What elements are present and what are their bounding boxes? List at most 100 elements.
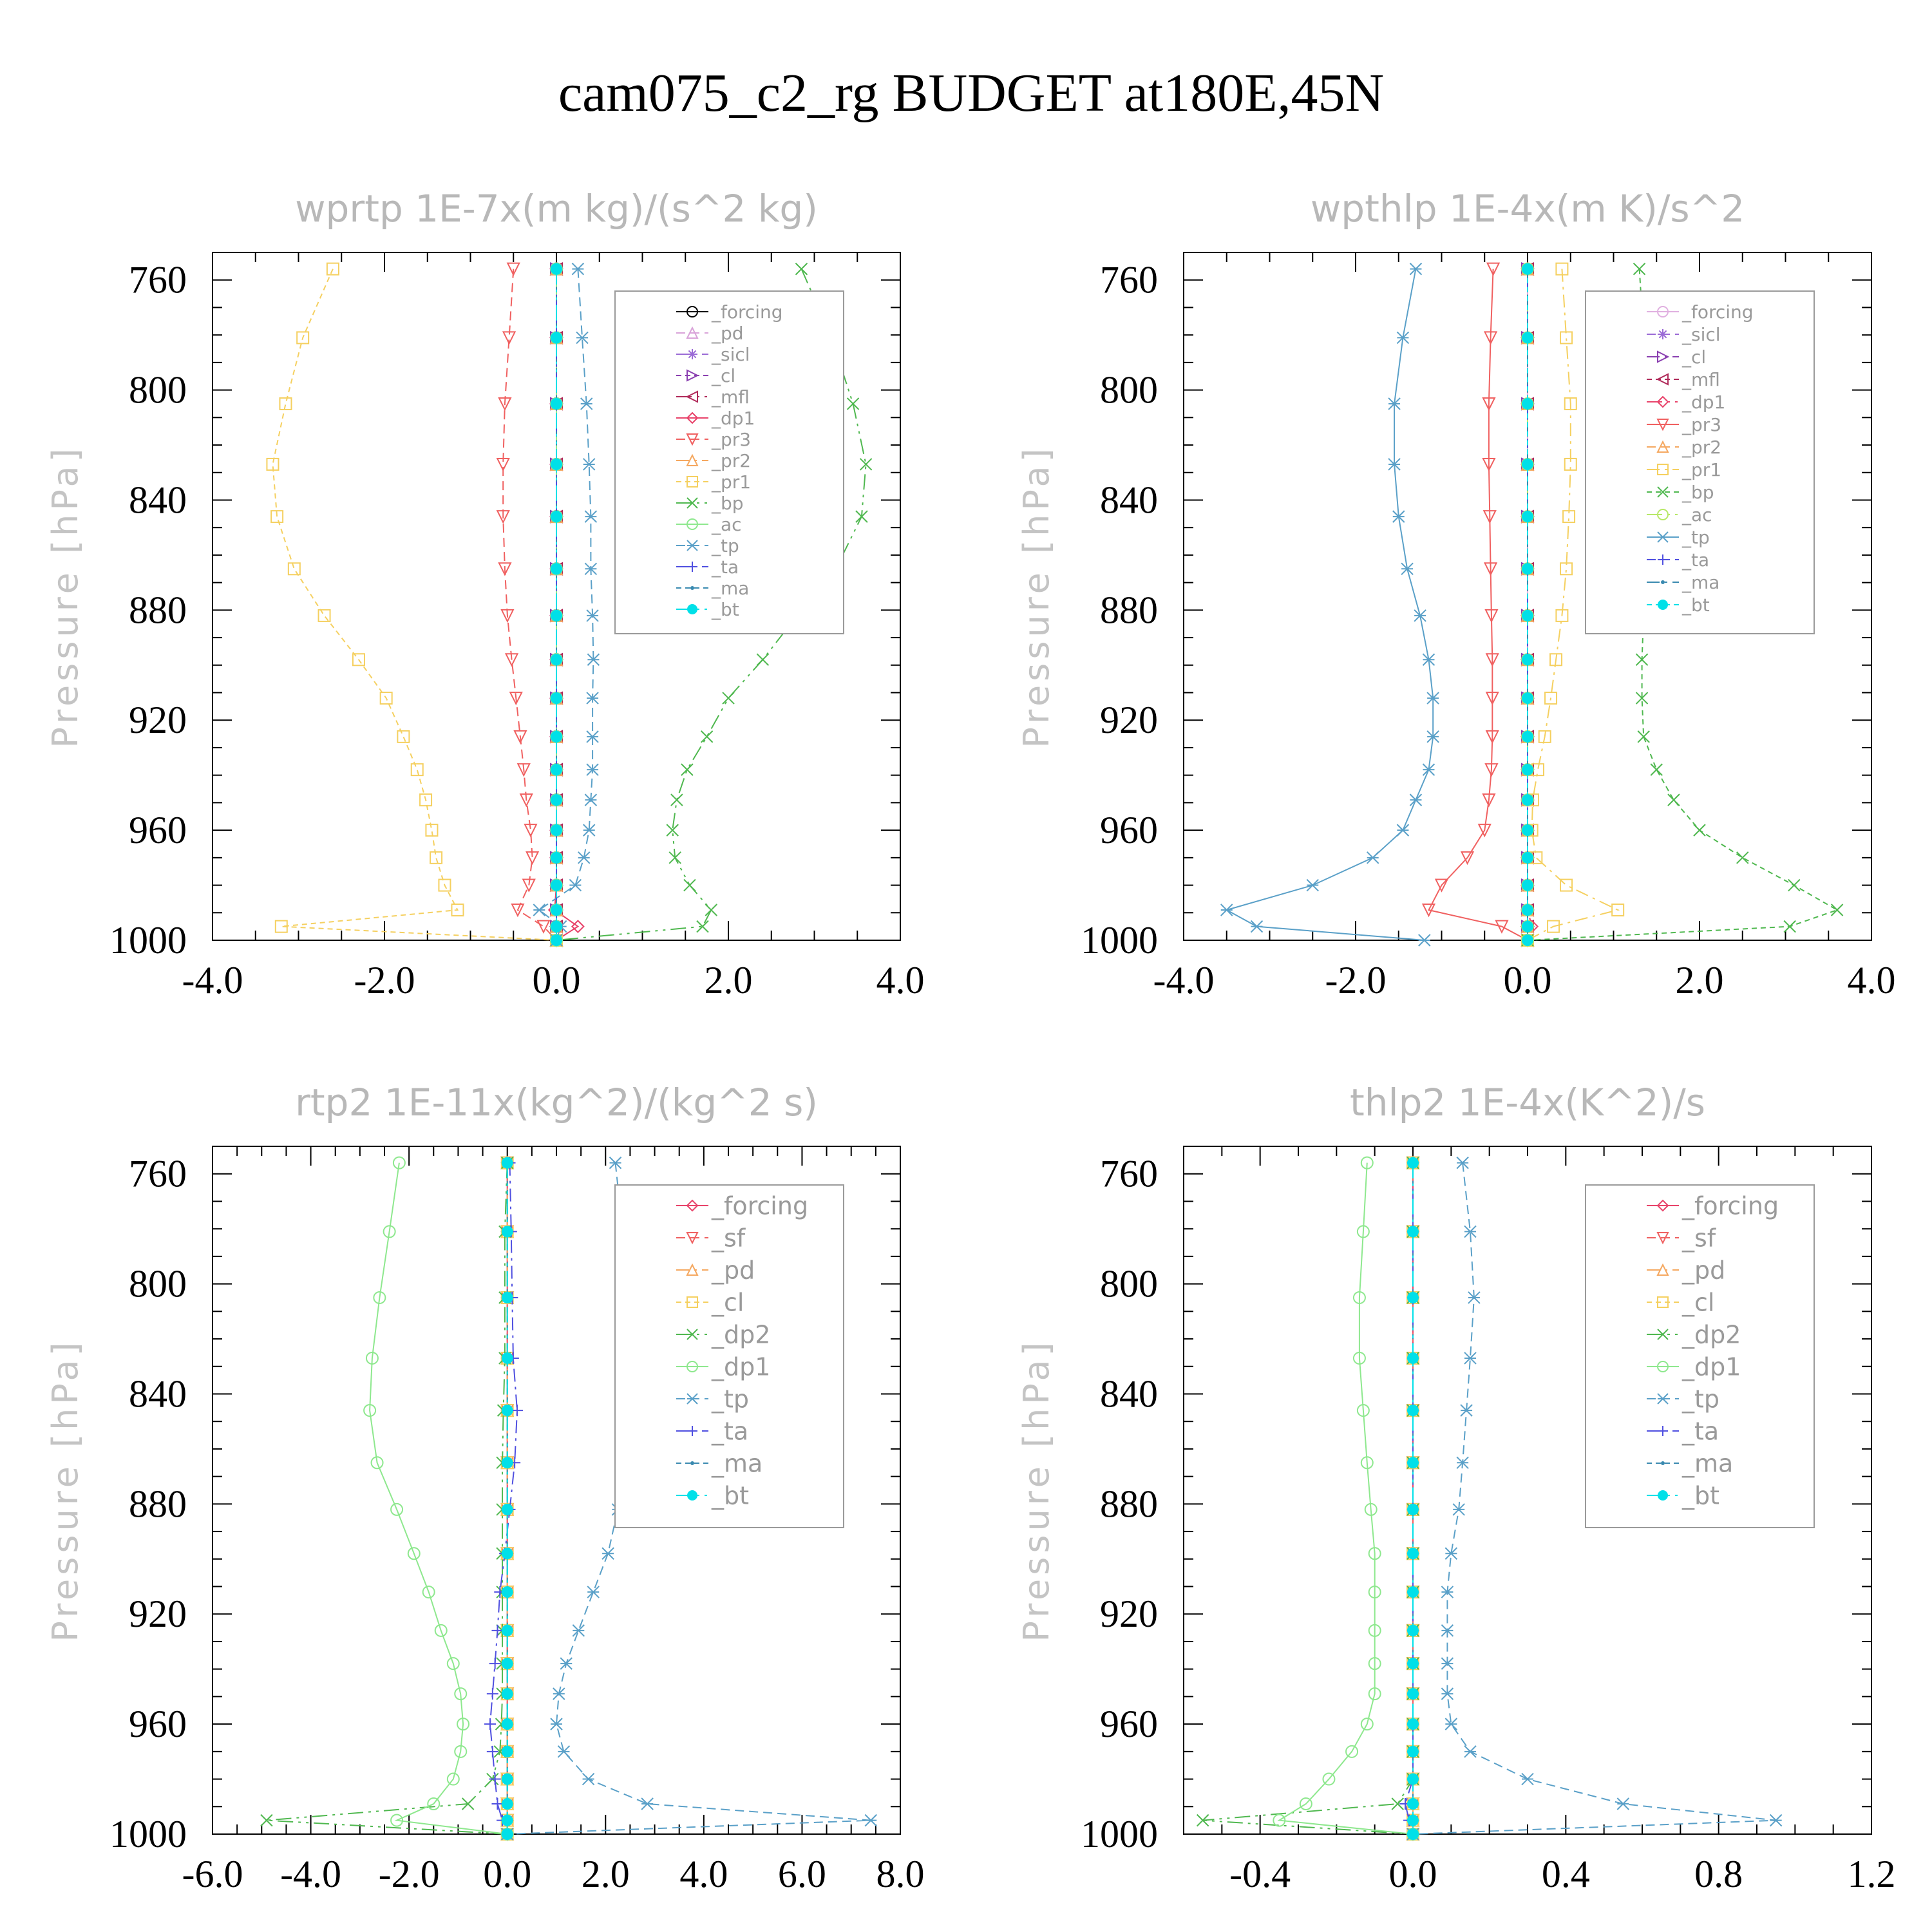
data-point (1736, 851, 1749, 864)
legend-marker (1658, 600, 1668, 610)
legend-marker (1657, 306, 1669, 317)
legend-marker (1657, 486, 1669, 498)
data-point (501, 1291, 513, 1303)
legend-marker (1657, 509, 1669, 520)
data-point (501, 1718, 513, 1730)
data-point (1392, 510, 1405, 523)
legend-item: _dp1 (676, 408, 755, 429)
data-point (1407, 1624, 1419, 1636)
legend-marker (1656, 419, 1669, 431)
legend-item: _pr2 (676, 450, 751, 471)
data-point (586, 763, 599, 776)
data-point (1407, 1503, 1419, 1515)
legend-marker (686, 1232, 699, 1245)
legend-item: _bt (676, 1481, 749, 1510)
data-point (864, 1814, 877, 1827)
series-ta (484, 1157, 523, 1840)
y-tick-label: 760 (129, 259, 187, 301)
legend-item: _ma (1647, 572, 1719, 593)
data-point (489, 1773, 501, 1785)
data-point (1352, 1291, 1366, 1304)
legend-label: _pr2 (1681, 437, 1721, 458)
legend-item: _pr1 (1647, 459, 1721, 480)
legend-label: _bt (1681, 594, 1710, 616)
y-tick-label: 760 (1100, 1153, 1158, 1195)
legend-item: _forcing (676, 1191, 808, 1220)
legend-marker (1657, 1296, 1669, 1308)
x-tick-label: -2.0 (379, 1853, 440, 1895)
legend-marker (687, 476, 698, 488)
legend-item: _dp1 (676, 1352, 770, 1381)
legend-marker (686, 412, 699, 424)
data-point (1468, 1291, 1481, 1304)
data-point (1388, 458, 1401, 471)
data-point (1407, 1157, 1419, 1169)
legend-label: _tp (1681, 527, 1710, 548)
legend-marker (1656, 440, 1669, 453)
y-axis-label: Pressure [hPa] (45, 1338, 86, 1642)
data-point (486, 1745, 498, 1757)
x-tick-label: 4.0 (876, 959, 925, 1001)
data-point (1562, 510, 1576, 524)
data-point (489, 1658, 501, 1670)
legend-marker (687, 518, 698, 530)
legend-label: _pr2 (711, 450, 751, 471)
data-point (1522, 263, 1533, 275)
legend-item: _bt (1647, 1481, 1719, 1510)
data-point (1460, 851, 1475, 866)
data-point (326, 262, 339, 276)
legend-item: _dp2 (1647, 1320, 1741, 1349)
data-point (1444, 1547, 1458, 1560)
legend-label: _bp (1681, 482, 1714, 503)
series-line (554, 269, 580, 941)
data-point (551, 851, 562, 864)
data-point (260, 1814, 273, 1827)
panel-title: rtp2 1E-11x(kg^2)/(kg^2 s) (295, 1081, 818, 1124)
data-point (576, 331, 589, 345)
legend-marker (1656, 373, 1669, 386)
data-point (427, 1797, 440, 1811)
data-point (1356, 1404, 1370, 1417)
legend-item: _ta (1647, 1417, 1719, 1445)
data-point (491, 1798, 504, 1810)
y-tick-label: 1000 (109, 919, 187, 961)
data-point (501, 1798, 513, 1810)
series-pr3 (1421, 262, 1535, 948)
legend-item: _ta (1647, 549, 1709, 571)
series-bt (1522, 263, 1533, 946)
data-point (551, 511, 562, 523)
series-line (1428, 269, 1528, 941)
legend-marker (687, 1296, 698, 1308)
data-point (498, 562, 512, 576)
panel-title: wpthlp 1E-4x(m K)/s^2 (1311, 187, 1745, 231)
legend-item: _tp (1647, 527, 1710, 548)
data-point (1482, 510, 1497, 524)
data-point (1522, 764, 1533, 776)
series-dp1 (1273, 1156, 1419, 1841)
y-tick-label: 920 (129, 699, 187, 741)
data-point (352, 653, 365, 667)
series-line (1202, 1162, 1414, 1835)
data-point (501, 1548, 513, 1560)
legend-item: _cl (1647, 1288, 1714, 1316)
legend-marker (687, 562, 697, 572)
legend-label: _ta (711, 1417, 748, 1445)
legend-label: _dp1 (711, 1352, 770, 1381)
data-point (560, 1657, 573, 1670)
data-point (583, 824, 596, 837)
data-point (601, 1547, 614, 1560)
data-point (1441, 1624, 1454, 1637)
data-point (379, 692, 393, 705)
data-point (536, 920, 551, 934)
legend-marker (1657, 531, 1669, 543)
x-tick-label: 4.0 (1848, 959, 1896, 1001)
legend-item: _pd (676, 323, 744, 344)
data-point (317, 609, 331, 622)
legend-label: _bt (711, 599, 739, 620)
data-point (1522, 563, 1533, 575)
data-point (580, 397, 593, 410)
data-point (1788, 878, 1801, 892)
data-point (551, 654, 562, 666)
panel-3: rtp2 1E-11x(kg^2)/(kg^2 s) Pressure [hPa]… (45, 1081, 925, 1895)
